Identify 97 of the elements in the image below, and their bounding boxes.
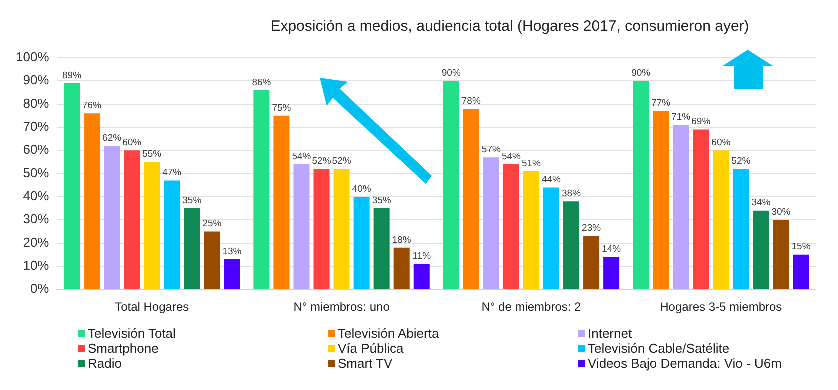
legend-label: Televisión Cable/Satélite <box>588 341 730 356</box>
data-label: 52% <box>312 156 332 168</box>
data-label: 47% <box>162 168 182 179</box>
bar <box>84 114 100 290</box>
y-tick-label: 50% <box>23 165 50 180</box>
y-tick-label: 60% <box>23 142 50 158</box>
data-label: 51% <box>522 158 542 170</box>
data-label: 25% <box>202 218 222 230</box>
bar <box>733 169 750 290</box>
data-label: 35% <box>182 195 202 206</box>
bar <box>104 146 120 290</box>
data-label: 78% <box>462 96 482 107</box>
data-label: 62% <box>102 132 122 144</box>
bar <box>483 158 500 290</box>
bar <box>713 150 730 290</box>
data-label: 69% <box>692 116 712 128</box>
data-label: 57% <box>482 144 502 156</box>
data-label: 54% <box>502 151 522 162</box>
data-label: 18% <box>392 234 412 246</box>
data-label: 14% <box>602 244 622 256</box>
bar <box>753 210 770 290</box>
legend-label: Smart TV <box>338 356 393 371</box>
bar <box>144 162 160 290</box>
data-label: 75% <box>272 102 292 114</box>
legend-label: Televisión Total <box>88 326 176 341</box>
data-label: 60% <box>712 138 732 149</box>
data-label: 86% <box>252 77 272 88</box>
data-label: 54% <box>292 151 312 162</box>
bar <box>414 264 430 290</box>
bar <box>374 208 390 290</box>
data-label: 60% <box>122 138 142 149</box>
x-tick-label: Total Hogares <box>115 300 190 314</box>
data-label: 52% <box>732 156 752 168</box>
legend-label: Videos Bajo Demanda: Vio - U6m <box>588 356 782 371</box>
data-label: 77% <box>652 98 672 110</box>
data-label: 90% <box>442 68 462 80</box>
y-tick-label: 20% <box>23 234 50 250</box>
y-tick-label: 30% <box>23 212 50 227</box>
bar <box>543 188 560 290</box>
y-tick-label: 40% <box>23 188 50 204</box>
data-label: 44% <box>542 174 562 186</box>
data-label: 89% <box>62 70 82 82</box>
bar <box>604 257 620 290</box>
bar <box>443 81 460 290</box>
y-tick-label: 70% <box>23 119 50 134</box>
bar <box>254 90 270 290</box>
bar <box>793 254 810 290</box>
bar <box>584 236 600 290</box>
legend-label: Radio <box>88 356 122 371</box>
bar <box>653 111 670 290</box>
bar <box>503 164 520 290</box>
data-label: 55% <box>142 149 162 160</box>
data-label: 35% <box>372 195 392 206</box>
bar <box>124 150 140 290</box>
y-tick-label: 0% <box>30 281 50 296</box>
bar <box>523 171 540 290</box>
y-tick-label: 80% <box>23 96 50 111</box>
data-label: 34% <box>752 198 772 209</box>
data-label: 71% <box>672 112 692 124</box>
legend-label: Internet <box>588 326 632 341</box>
bar <box>773 220 790 290</box>
bar <box>354 196 370 290</box>
bar <box>673 125 690 290</box>
y-tick-label: 90% <box>23 72 50 88</box>
y-tick-label: 10% <box>23 258 50 274</box>
data-label: 30% <box>772 206 792 218</box>
bar <box>564 202 580 290</box>
data-label: 13% <box>222 246 242 258</box>
x-tick-label: N° de miembros: 2 <box>482 300 582 314</box>
bar <box>463 108 480 290</box>
data-label: 40% <box>352 184 372 195</box>
legend-label: Televisión Abierta <box>338 326 440 341</box>
bar <box>394 248 410 290</box>
bar <box>184 208 200 290</box>
chart-title: Exposición a medios, audiencia total (Hogares 2017, consumieron ayer) <box>270 18 750 35</box>
bar <box>204 232 220 290</box>
bar <box>314 169 330 290</box>
bar <box>274 116 290 290</box>
bar <box>334 169 350 290</box>
data-label: 38% <box>562 188 582 200</box>
legend-label: Vía Pública <box>338 341 404 356</box>
bar <box>294 164 310 290</box>
y-tick-label: 100% <box>16 50 50 65</box>
data-label: 90% <box>632 68 652 80</box>
legend-label: Smartphone <box>88 341 159 356</box>
bar <box>633 81 650 290</box>
bar <box>224 259 240 290</box>
data-label: 76% <box>82 100 102 112</box>
x-tick-label: Hogares 3-5 miembros <box>660 300 782 314</box>
data-label: 11% <box>412 251 432 262</box>
bar <box>164 180 180 290</box>
data-label: 23% <box>582 223 602 234</box>
x-tick-label: N° miembros: uno <box>294 300 390 314</box>
data-label: 15% <box>792 242 812 253</box>
bar <box>64 83 80 290</box>
data-label: 52% <box>332 156 352 168</box>
bar <box>693 130 710 290</box>
